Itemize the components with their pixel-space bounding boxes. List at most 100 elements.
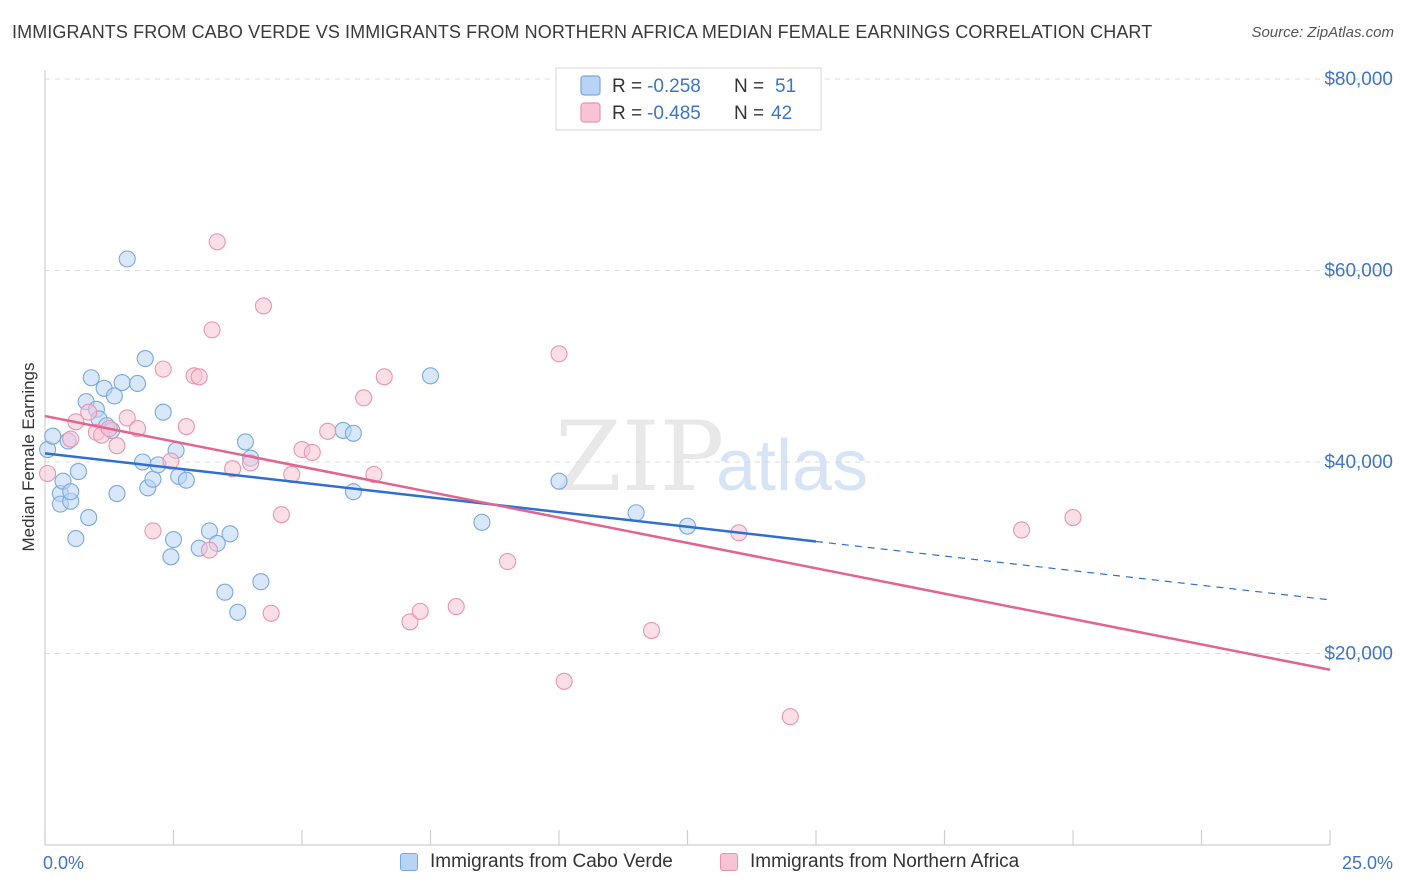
data-point-northern-africa — [200, 541, 219, 559]
x-axis-ticks — [44, 830, 1331, 845]
data-point-cabo-verde — [221, 525, 239, 543]
data-point-cabo-verde — [108, 485, 126, 503]
data-point-northern-africa — [781, 708, 799, 726]
data-point-cabo-verde — [550, 472, 568, 490]
data-point-cabo-verde — [252, 573, 270, 591]
legend-n-value: 51 — [775, 76, 796, 97]
data-point-cabo-verde — [144, 470, 162, 488]
bottom-legend: Immigrants from Cabo Verde Immigrants fr… — [0, 851, 1406, 877]
data-point-cabo-verde — [344, 483, 362, 501]
legend-swatch-blue — [400, 853, 418, 871]
data-point-northern-africa — [144, 522, 162, 540]
data-point-northern-africa — [208, 233, 226, 251]
data-point-northern-africa — [162, 452, 180, 470]
data-point-cabo-verde — [200, 522, 219, 540]
data-point-northern-africa — [39, 464, 57, 483]
grid-lines — [45, 78, 1392, 654]
x-tick-label-max: 25.0% — [1342, 853, 1393, 873]
data-point-northern-africa — [190, 368, 208, 386]
data-point-cabo-verde — [164, 531, 183, 549]
legend-box: R = -0.258 N = 51 R = -0.485 N = 42 — [555, 67, 822, 131]
data-point-northern-africa — [108, 437, 126, 455]
data-point-cabo-verde — [154, 403, 172, 421]
trend-lines — [44, 414, 1331, 672]
data-point-northern-africa — [642, 621, 661, 640]
y-axis-tick-labels: $20,000 $40,000 $60,000 $80,000 — [1324, 69, 1393, 665]
data-point-northern-africa — [303, 443, 321, 461]
data-point-northern-africa — [375, 368, 393, 386]
data-point-cabo-verde — [216, 583, 234, 601]
data-point-northern-africa — [242, 454, 260, 472]
data-point-cabo-verde — [627, 504, 645, 522]
y-tick-label: $20,000 — [1324, 644, 1393, 665]
data-point-northern-africa — [319, 422, 337, 440]
data-point-northern-africa — [411, 602, 429, 620]
data-point-cabo-verde — [118, 250, 136, 268]
data-point-northern-africa — [154, 360, 172, 378]
legend-label-cabo-verde: Immigrants from Cabo Verde — [430, 851, 673, 872]
x-tick-label-min: 0.0% — [43, 853, 84, 873]
data-point-northern-africa — [555, 672, 573, 690]
data-point-northern-africa — [272, 506, 290, 524]
legend-swatch-pink — [580, 102, 601, 123]
legend-r-value: -0.258 — [647, 76, 701, 97]
data-point-northern-africa — [224, 460, 242, 478]
watermark-atlas: atlas — [716, 426, 868, 506]
data-point-cabo-verde — [229, 603, 247, 621]
data-point-northern-africa — [1064, 508, 1082, 527]
data-point-cabo-verde — [134, 453, 152, 471]
legend-r-value: -0.485 — [647, 103, 701, 124]
data-point-northern-africa — [118, 409, 136, 427]
data-point-cabo-verde — [82, 369, 100, 387]
legend-item-northern-africa[interactable]: Immigrants from Northern Africa — [720, 851, 1019, 873]
data-point-cabo-verde — [473, 513, 491, 531]
y-tick-label: $40,000 — [1324, 452, 1393, 473]
data-point-northern-africa — [177, 418, 195, 436]
data-point-northern-africa — [203, 321, 221, 339]
legend-r-label: R = — [612, 103, 642, 124]
data-point-cabo-verde — [69, 463, 87, 481]
data-point-northern-africa — [62, 430, 80, 448]
series-northern-africa-points — [39, 233, 1082, 726]
data-point-cabo-verde — [344, 424, 362, 442]
data-point-cabo-verde — [105, 387, 123, 405]
data-point-cabo-verde — [421, 367, 440, 385]
watermark-zip: ZIP — [555, 401, 724, 513]
legend-r-label: R = — [612, 76, 642, 97]
y-tick-label: $60,000 — [1324, 261, 1393, 282]
data-point-northern-africa — [254, 297, 273, 315]
data-point-northern-africa — [447, 598, 465, 616]
data-point-cabo-verde — [44, 427, 62, 445]
data-point-northern-africa — [355, 389, 373, 407]
source-credit: Source: ZipAtlas.com — [1251, 24, 1394, 41]
data-point-northern-africa — [401, 613, 419, 631]
data-point-northern-africa — [499, 553, 517, 571]
chart-title: IMMIGRANTS FROM CABO VERDE VS IMMIGRANTS… — [12, 22, 1153, 42]
legend-n-value: 42 — [771, 103, 792, 124]
data-point-northern-africa — [550, 345, 568, 363]
data-point-cabo-verde — [80, 508, 98, 527]
trend-line-northern-africa — [44, 414, 1331, 672]
legend-label-northern-africa: Immigrants from Northern Africa — [750, 851, 1020, 872]
data-point-cabo-verde — [67, 530, 85, 548]
data-point-northern-africa — [365, 465, 383, 483]
legend-swatch-pink — [720, 853, 738, 871]
legend-item-cabo-verde[interactable]: Immigrants from Cabo Verde — [400, 851, 673, 873]
trend-line-cabo-verde-extension — [815, 540, 1331, 601]
data-point-northern-africa — [80, 403, 98, 421]
data-point-northern-africa — [1013, 521, 1031, 539]
trend-line-cabo-verde — [44, 452, 817, 543]
data-point-cabo-verde — [136, 350, 154, 368]
data-point-cabo-verde — [162, 548, 180, 566]
legend-n-label: N = — [734, 103, 764, 124]
legend-swatch-blue — [580, 75, 601, 96]
data-point-cabo-verde — [177, 471, 195, 489]
y-axis-label: Median Female Earnings — [19, 363, 38, 552]
data-point-northern-africa — [262, 604, 280, 622]
watermark: ZIP atlas — [555, 401, 868, 513]
data-point-cabo-verde — [128, 374, 147, 393]
data-point-cabo-verde — [62, 483, 80, 501]
data-point-cabo-verde — [113, 373, 131, 392]
y-tick-label: $80,000 — [1324, 69, 1393, 90]
